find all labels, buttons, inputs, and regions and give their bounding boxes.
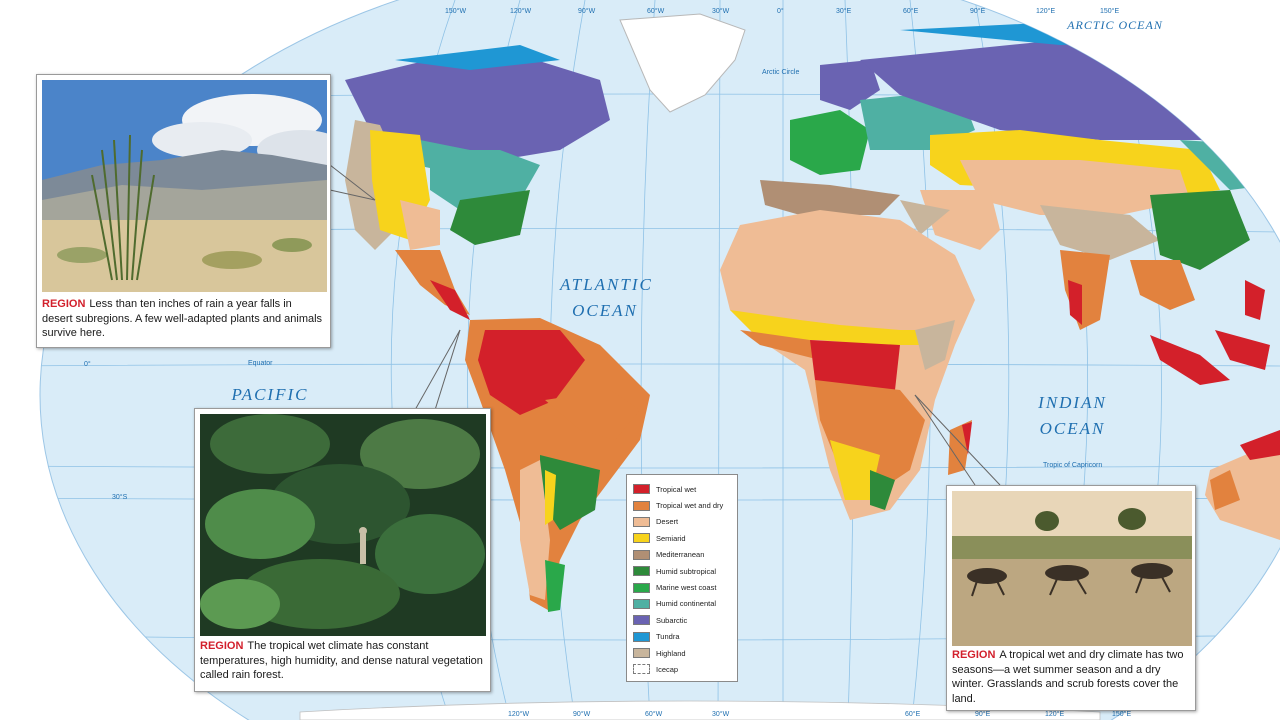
- legend-label: Subarctic: [656, 615, 688, 625]
- callout-desert-caption: REGION Less than ten inches of rain a yea…: [42, 297, 324, 341]
- lon-bottom-30w: 30°W: [712, 711, 730, 718]
- equator-label: Equator: [248, 360, 273, 367]
- arctic-ocean-line1: ARCTIC OCEAN: [1067, 18, 1163, 32]
- legend-swatch: [633, 631, 650, 642]
- savanna-photo: [952, 491, 1192, 646]
- rainforest-photo: [200, 414, 486, 636]
- climate-legend: Tropical wet Tropical wet and dry Desert…: [626, 474, 738, 682]
- lon-top-60w: 60°W: [647, 8, 665, 15]
- legend-swatch: [633, 615, 650, 626]
- callout-desert-text: Less than ten inches of rain a year fall…: [42, 298, 323, 339]
- africa: [720, 210, 975, 520]
- legend-swatch: [633, 549, 650, 560]
- legend-item: Mediterranean: [633, 547, 731, 563]
- callout-rainforest-tag: REGION: [200, 640, 244, 652]
- legend-item: Marine west coast: [633, 579, 731, 595]
- legend-swatch: [633, 566, 650, 577]
- legend-swatch: [633, 516, 650, 527]
- legend-item: Tropical wet: [633, 481, 731, 497]
- greenland-icecap: [619, 13, 746, 113]
- lon-top-0: 0°: [777, 8, 784, 15]
- legend-label: Humid subtropical: [656, 566, 717, 576]
- legend-label: Desert: [656, 517, 679, 527]
- legend-item: Tropical wet and dry: [633, 497, 731, 513]
- legend-label: Highland: [656, 648, 686, 658]
- lon-bottom-90e: 90°E: [975, 711, 991, 718]
- legend-swatch: [633, 533, 650, 544]
- lon-top-120e: 120°E: [1036, 8, 1056, 15]
- pacific-ocean-line1: PACIFIC: [231, 385, 309, 404]
- lat-label-0: 0°: [84, 361, 91, 368]
- lon-bottom-90w: 90°W: [573, 711, 591, 718]
- indian-ocean-line2: OCEAN: [1039, 419, 1106, 438]
- lon-top-30e: 30°E: [836, 8, 852, 15]
- legend-item: Desert: [633, 514, 731, 530]
- arctic-circle-label: Arctic Circle: [762, 69, 800, 76]
- callout-savanna-caption: REGION A tropical wet and dry climate has…: [952, 648, 1189, 706]
- legend-item: Icecap: [633, 661, 731, 677]
- lon-top-30w: 30°W: [712, 8, 730, 15]
- callout-rainforest-caption: REGION The tropical wet climate has const…: [200, 639, 484, 683]
- legend-label: Marine west coast: [656, 583, 717, 593]
- atlantic-ocean-line1: ATLANTIC: [560, 275, 653, 294]
- australia: [1205, 430, 1280, 540]
- lon-top-150w: 150°W: [445, 8, 467, 15]
- callout-savanna-tag: REGION: [952, 649, 996, 661]
- atlantic-ocean-label: ATLANTIC OCEAN: [560, 272, 653, 324]
- legend-swatch: [633, 648, 650, 659]
- legend-item: Humid continental: [633, 596, 731, 612]
- legend-swatch: [633, 582, 650, 593]
- lon-bottom-150e: 150°E: [1112, 711, 1132, 718]
- callout-pointers: [329, 164, 1001, 486]
- pacific-ocean-label: PACIFIC: [215, 382, 325, 408]
- south-america: [465, 318, 650, 612]
- legend-label: Tundra: [656, 632, 680, 642]
- lon-top-120w: 120°W: [510, 8, 532, 15]
- callout-desert: REGION Less than ten inches of rain a yea…: [36, 74, 331, 348]
- lon-bottom-60w: 60°W: [645, 711, 663, 718]
- lat-label-30s: 30°S: [112, 494, 128, 501]
- indian-ocean-line1: INDIAN: [1038, 393, 1107, 412]
- legend-label: Semiarid: [656, 533, 686, 543]
- legend-swatch: [633, 598, 650, 609]
- north-america: [345, 45, 610, 320]
- lon-top-90e: 90°E: [970, 8, 986, 15]
- legend-swatch: [633, 484, 650, 495]
- legend-item: Tundra: [633, 629, 731, 645]
- legend-label: Mediterranean: [656, 550, 705, 560]
- lon-top-150e: 150°E: [1100, 8, 1120, 15]
- legend-label: Humid continental: [656, 599, 717, 609]
- legend-item: Humid subtropical: [633, 563, 731, 579]
- callout-savanna-text: A tropical wet and dry climate has two s…: [952, 649, 1184, 705]
- lon-bottom-120e: 120°E: [1045, 711, 1065, 718]
- callout-savanna: REGION A tropical wet and dry climate has…: [946, 485, 1196, 711]
- lon-bottom-120w: 120°W: [508, 711, 530, 718]
- indian-ocean-label: INDIAN OCEAN: [1025, 390, 1120, 442]
- lon-bottom-60e: 60°E: [905, 711, 921, 718]
- legend-item: Highland: [633, 645, 731, 661]
- callout-rainforest-text: The tropical wet climate has constant te…: [200, 640, 483, 681]
- legend-swatch: [633, 500, 650, 511]
- callout-rainforest: REGION The tropical wet climate has const…: [194, 408, 491, 692]
- lon-top-90w: 90°W: [578, 8, 596, 15]
- desert-photo: [42, 80, 327, 292]
- lon-top-60e: 60°E: [903, 8, 919, 15]
- legend-label: Icecap: [656, 664, 679, 674]
- atlantic-ocean-line2: OCEAN: [572, 301, 638, 320]
- tropic-capricorn-label: Tropic of Capricorn: [1043, 462, 1103, 469]
- legend-label: Tropical wet and dry: [656, 501, 724, 511]
- legend-item: Semiarid: [633, 530, 731, 546]
- callout-desert-tag: REGION: [42, 298, 86, 310]
- legend-label: Tropical wet: [656, 484, 697, 494]
- legend-swatch: [633, 664, 650, 675]
- arctic-ocean-label: ARCTIC OCEAN: [1060, 12, 1170, 38]
- legend-item: Subarctic: [633, 612, 731, 628]
